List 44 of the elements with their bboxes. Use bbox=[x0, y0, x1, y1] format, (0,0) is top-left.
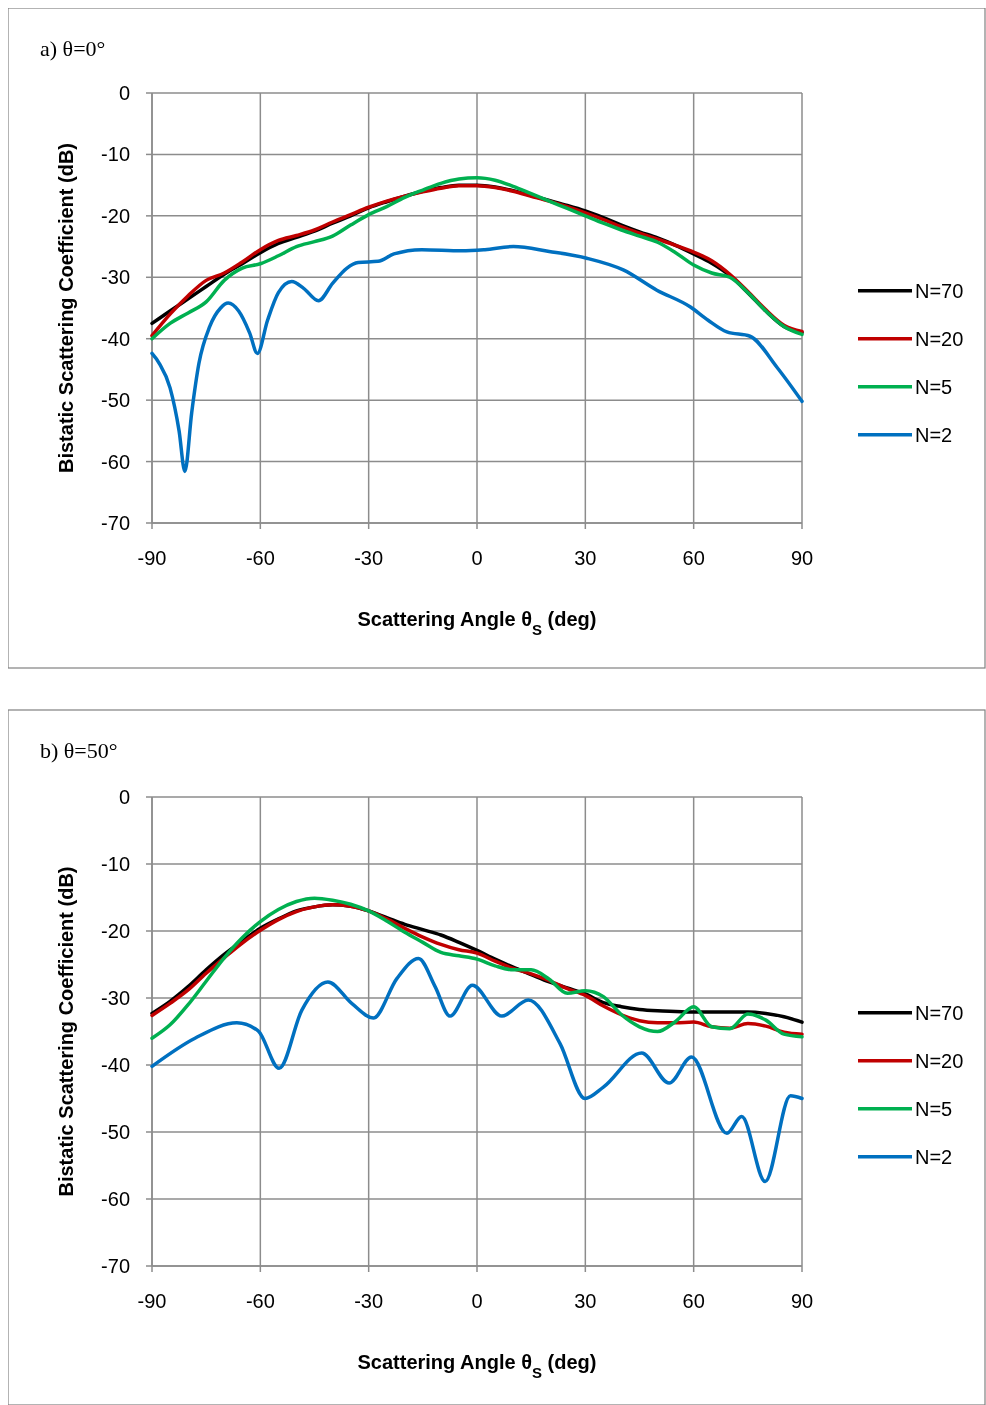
legend-label: N=70 bbox=[915, 279, 964, 302]
y-tick-label: -50 bbox=[101, 1121, 130, 1143]
x-tick-label: 30 bbox=[574, 547, 597, 569]
legend-label: N=20 bbox=[915, 1049, 964, 1072]
x-tick-label: 0 bbox=[471, 1290, 483, 1312]
y-tick-label: -70 bbox=[101, 1255, 130, 1277]
x-axis-title: Scattering Angle θ$_{S}$ (deg) bbox=[357, 608, 597, 638]
x-tick-label: -60 bbox=[245, 547, 275, 569]
x-tick-label: 60 bbox=[682, 1290, 705, 1312]
y-tick-label: -10 bbox=[101, 853, 130, 875]
chart-title: a) θ=0° bbox=[40, 36, 106, 61]
y-tick-label: 0 bbox=[118, 82, 130, 104]
y-tick-label: 0 bbox=[118, 786, 130, 808]
y-tick-label: -30 bbox=[101, 987, 130, 1009]
legend-label: N=2 bbox=[915, 1145, 953, 1168]
x-tick-label: 90 bbox=[790, 1290, 814, 1312]
y-tick-label: -50 bbox=[101, 389, 130, 412]
y-tick-label: -70 bbox=[101, 512, 130, 534]
legend-label: N=70 bbox=[915, 1001, 964, 1024]
y-tick-label: -40 bbox=[101, 327, 130, 350]
legend-label: N=2 bbox=[915, 423, 953, 446]
x-tick-label: -30 bbox=[354, 1290, 384, 1312]
x-tick-label: -60 bbox=[245, 1290, 275, 1312]
x-tick-label: 30 bbox=[574, 1290, 597, 1312]
y-tick-label: -60 bbox=[101, 450, 130, 473]
y-tick-label: -30 bbox=[101, 266, 130, 289]
x-axis-title: Scattering Angle θ$_{S}$ (deg) bbox=[357, 1351, 597, 1381]
x-tick-label: 90 bbox=[790, 547, 814, 569]
x-tick-label: 60 bbox=[682, 547, 705, 569]
y-axis-title: Bistatic Scattering Coefficient (dB) bbox=[55, 866, 77, 1197]
y-tick-label: -20 bbox=[101, 204, 130, 227]
y-tick-label: -10 bbox=[101, 143, 130, 166]
x-tick-label: 0 bbox=[471, 547, 483, 569]
y-tick-label: -20 bbox=[101, 920, 130, 942]
x-tick-label: -30 bbox=[354, 547, 384, 569]
y-axis-title: Bistatic Scattering Coefficient (dB) bbox=[55, 142, 77, 474]
chart-title: b) θ=50° bbox=[40, 738, 118, 763]
y-tick-label: -60 bbox=[101, 1188, 130, 1210]
legend-label: N=20 bbox=[915, 327, 964, 350]
legend-label: N=5 bbox=[915, 375, 953, 398]
legend-label: N=5 bbox=[915, 1097, 953, 1120]
x-tick-label: -90 bbox=[137, 547, 167, 569]
x-tick-label: -90 bbox=[137, 1290, 167, 1312]
y-tick-label: -40 bbox=[101, 1054, 130, 1076]
